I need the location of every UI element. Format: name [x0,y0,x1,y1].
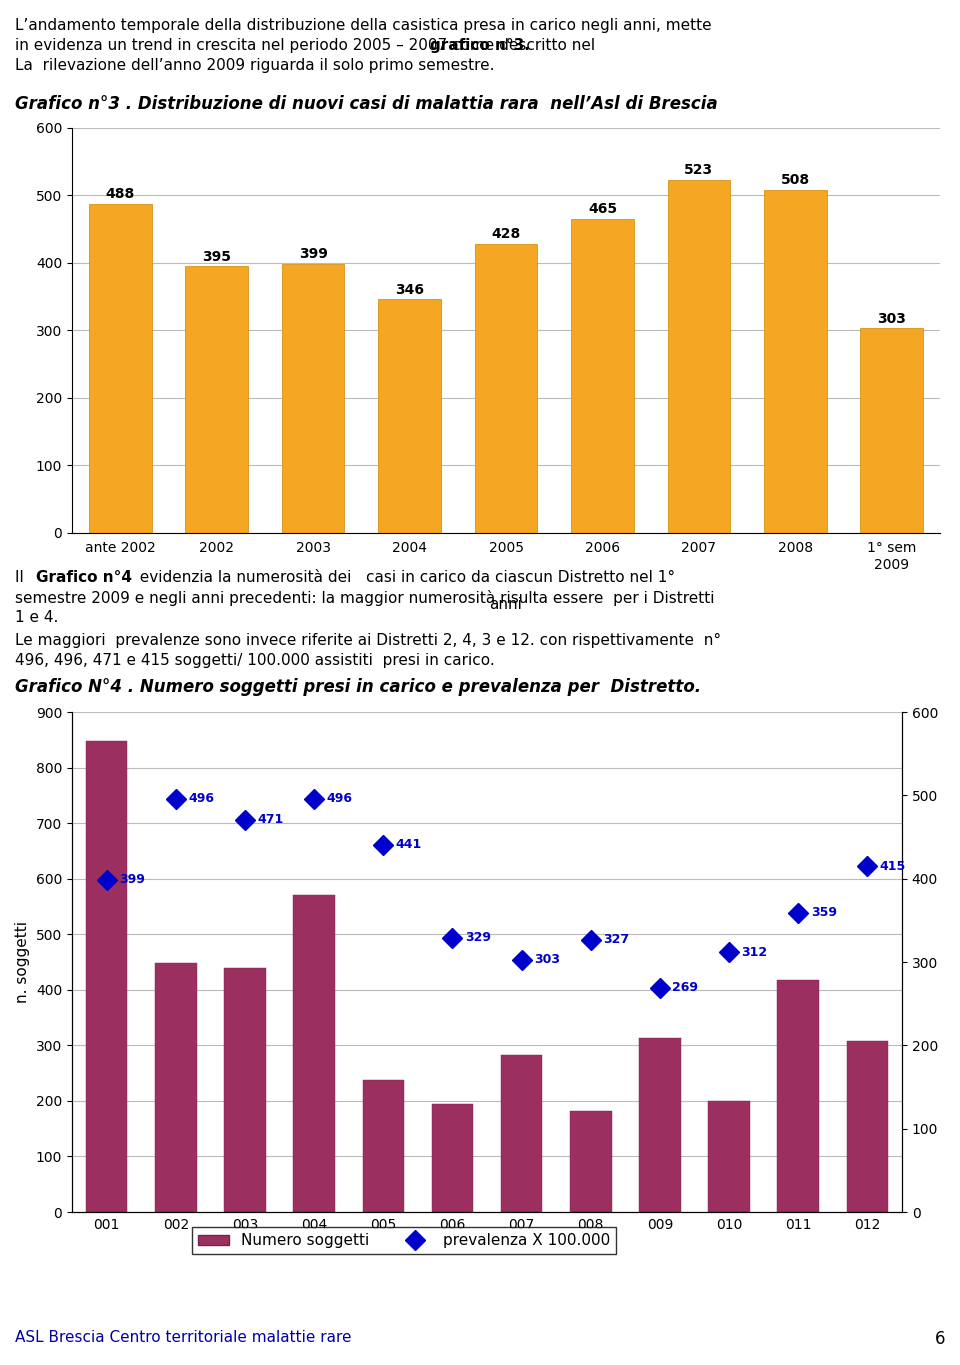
Bar [860,329,924,532]
Text: L’andamento temporale della distribuzione della casistica presa in carico negli : L’andamento temporale della distribuzion… [15,18,711,33]
Text: 496: 496 [326,792,352,805]
Text: 303: 303 [877,311,906,326]
Text: 329: 329 [465,931,491,945]
Bar [155,962,197,1212]
Bar [571,220,634,532]
Bar [639,1037,681,1212]
Text: 496, 496, 471 e 415 soggetti/ 100.000 assistiti  presi in carico.: 496, 496, 471 e 415 soggetti/ 100.000 as… [15,652,494,667]
Bar [85,741,128,1212]
Bar [501,1055,542,1212]
Text: 327: 327 [603,934,630,946]
Text: Grafico n°3 . Distribuzione di nuovi casi di malattia rara  nell’Asl di Brescia: Grafico n°3 . Distribuzione di nuovi cas… [15,96,718,113]
Bar [89,203,152,532]
Text: Grafico N°4 . Numero soggetti presi in carico e prevalenza per  Distretto.: Grafico N°4 . Numero soggetti presi in c… [15,678,701,696]
Bar [282,263,345,532]
Text: 1 e 4.: 1 e 4. [15,610,59,625]
Text: 395: 395 [203,250,231,263]
Text: in evidenza un trend in crescita nel periodo 2005 – 2007 come descritto nel: in evidenza un trend in crescita nel per… [15,38,605,53]
Text: 359: 359 [810,906,837,920]
Text: 441: 441 [396,838,422,850]
Text: 312: 312 [741,946,768,958]
Text: 346: 346 [396,283,424,296]
Text: 6: 6 [934,1330,945,1349]
Text: 471: 471 [257,814,283,826]
Text: 465: 465 [588,202,617,217]
Text: 523: 523 [684,164,713,177]
Bar [778,980,819,1212]
Text: La  rilevazione dell’anno 2009 riguarda il solo primo semestre.: La rilevazione dell’anno 2009 riguarda i… [15,57,494,72]
Text: grafico n°3.: grafico n°3. [430,38,530,53]
Bar [847,1041,888,1212]
Text: Il: Il [15,571,34,586]
Bar [764,190,827,532]
Text: semestre 2009 e negli anni precedenti: la maggior numerosità risulta essere  per: semestre 2009 e negli anni precedenti: l… [15,590,714,606]
Bar [474,244,538,532]
Text: 508: 508 [780,173,810,187]
Text: 269: 269 [672,981,698,994]
X-axis label: anni: anni [490,597,522,612]
Text: evidenzia la numerosità dei   casi in carico da ciascun Distretto nel 1°: evidenzia la numerosità dei casi in cari… [130,571,675,586]
Bar [432,1104,473,1212]
Legend: Numero soggetti, prevalenza X 100.000: Numero soggetti, prevalenza X 100.000 [192,1227,616,1254]
Y-axis label: n. soggetti: n. soggetti [15,921,31,1003]
Bar [570,1111,612,1212]
Bar [363,1080,404,1212]
Text: Grafico n°4: Grafico n°4 [36,571,132,586]
Text: 399: 399 [299,247,327,261]
Text: Le maggiori  prevalenze sono invece riferite ai Distretti 2, 4, 3 e 12. con risp: Le maggiori prevalenze sono invece rifer… [15,633,721,648]
Text: 488: 488 [106,187,134,201]
Text: ASL Brescia Centro territoriale malattie rare: ASL Brescia Centro territoriale malattie… [15,1330,351,1345]
Bar [708,1102,750,1212]
Bar [225,968,266,1212]
Text: 428: 428 [492,228,520,242]
Bar [667,180,731,532]
Text: 303: 303 [534,953,560,966]
Bar [378,299,441,532]
Text: 496: 496 [188,792,214,805]
Bar [185,266,248,532]
Bar [294,895,335,1212]
Text: 415: 415 [880,860,906,872]
Text: 399: 399 [119,874,145,886]
